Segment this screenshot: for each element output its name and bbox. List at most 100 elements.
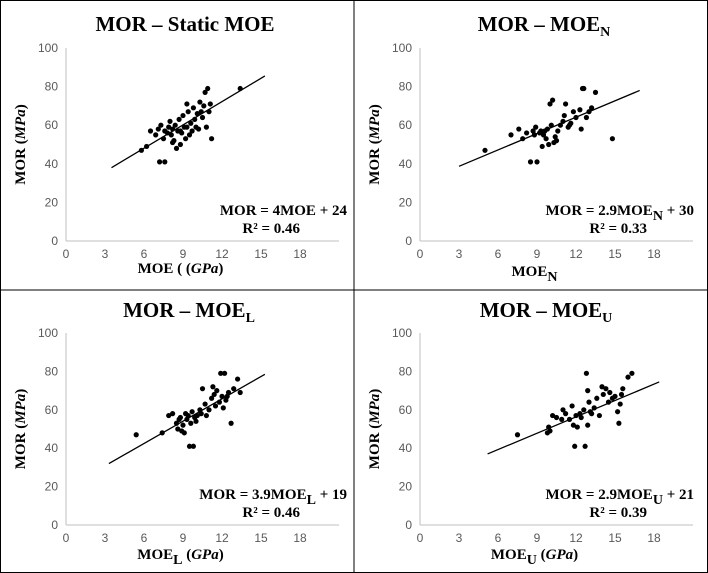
x-axis-label: MOEN xyxy=(512,264,558,285)
data-point xyxy=(198,411,204,417)
data-point xyxy=(183,136,189,142)
data-point xyxy=(189,128,195,134)
data-point xyxy=(228,420,234,426)
data-point xyxy=(170,126,176,132)
data-point xyxy=(190,443,196,449)
data-point xyxy=(578,414,584,421)
data-point xyxy=(573,412,579,419)
data-point xyxy=(203,124,209,130)
y-axis-label: MOR (MPa) xyxy=(367,389,383,469)
equation-subscript: L xyxy=(307,493,316,508)
x-tick-label: 12 xyxy=(215,247,229,261)
data-point xyxy=(538,128,544,134)
x-axis-label-paren: ( xyxy=(537,547,546,563)
y-axis-label-text: MOR ( xyxy=(367,424,383,469)
x-tick-label: 0 xyxy=(417,531,424,545)
data-point xyxy=(216,399,222,405)
data-point xyxy=(133,432,139,438)
data-point xyxy=(210,384,216,390)
data-point xyxy=(231,386,237,392)
data-point xyxy=(596,412,603,419)
x-tick-label: 12 xyxy=(569,531,583,545)
data-point xyxy=(193,418,199,424)
data-point xyxy=(173,420,180,426)
data-point xyxy=(177,128,183,134)
x-tick-label: 3 xyxy=(102,531,109,545)
equation-intercept: + 24 xyxy=(316,203,348,219)
data-point xyxy=(599,384,605,390)
chart-title-text: MOR – MOE xyxy=(123,298,245,322)
data-point xyxy=(482,147,488,153)
y-axis-label-end: ) xyxy=(367,389,383,394)
regression-equation: MOR = 3.9MOEL + 19 xyxy=(199,487,347,508)
data-point xyxy=(508,132,514,138)
data-point xyxy=(209,395,215,401)
x-axis-label-unit: GPa xyxy=(191,547,219,563)
data-point xyxy=(561,112,567,119)
x-tick-label: 0 xyxy=(63,247,70,261)
data-point xyxy=(581,85,587,92)
data-point xyxy=(539,143,545,150)
chart-panel-1: MOR – Static MOE 0 20 40 60 80 100 0 3 6 9 12 15 18 MO… xyxy=(13,12,347,277)
y-tick-label: 60 xyxy=(399,118,413,132)
data-point xyxy=(585,388,591,394)
data-point xyxy=(585,422,591,428)
data-point xyxy=(618,391,625,398)
data-point xyxy=(570,109,577,115)
data-point xyxy=(202,89,208,95)
data-point xyxy=(583,114,590,121)
data-point xyxy=(589,105,595,111)
y-tick-label: 0 xyxy=(51,518,58,532)
data-point xyxy=(548,122,554,128)
y-tick-label: 40 xyxy=(45,157,59,171)
y-axis-label-unit: MPa xyxy=(367,109,383,141)
chart-title: MOR – MOEU xyxy=(480,298,613,326)
data-point xyxy=(184,416,190,422)
x-axis-label-text: MOE ( xyxy=(138,261,183,277)
y-tick-label: 100 xyxy=(392,326,412,340)
data-point xyxy=(202,401,208,407)
regression-equation: MOR = 2.9MOEU + 21 xyxy=(546,487,694,508)
data-point xyxy=(534,159,540,165)
chart-title-subscript: U xyxy=(602,311,612,326)
data-point xyxy=(524,130,530,136)
data-point xyxy=(577,107,583,113)
data-point xyxy=(166,124,172,130)
x-axis-label-unit: GPa xyxy=(191,261,219,277)
x-axis-label: MOE ( (GPa) xyxy=(138,261,224,277)
y-tick-label: 60 xyxy=(45,403,59,417)
y-tick-label: 100 xyxy=(38,41,58,55)
data-point xyxy=(612,393,618,399)
data-point xyxy=(211,391,217,398)
data-point xyxy=(560,118,566,124)
data-point xyxy=(237,389,243,396)
data-point xyxy=(625,374,631,380)
y-axis-label-text: MOR ( xyxy=(367,139,383,184)
data-point xyxy=(138,147,144,153)
data-point xyxy=(543,136,549,142)
data-point xyxy=(194,111,200,117)
data-point xyxy=(600,391,606,398)
regression-equation: MOR = 4MOE + 24 xyxy=(220,203,348,219)
data-point xyxy=(520,136,526,142)
equation-subscript: N xyxy=(653,209,663,224)
data-point xyxy=(206,109,212,115)
data-point xyxy=(199,114,206,121)
data-point xyxy=(194,412,200,419)
data-point xyxy=(164,130,170,136)
data-point xyxy=(587,409,593,415)
y-tick-label: 20 xyxy=(45,195,59,209)
data-point xyxy=(566,416,573,422)
chart-title-text: MOR – Static MOE xyxy=(95,12,274,36)
data-point xyxy=(569,403,575,409)
x-axis-label-paren: ( xyxy=(182,547,191,563)
chart-title-subscript: L xyxy=(246,311,255,326)
data-point xyxy=(184,124,190,130)
data-point xyxy=(620,386,626,392)
data-point xyxy=(198,109,204,115)
data-point xyxy=(570,422,577,428)
data-point xyxy=(586,109,592,115)
equation-intercept: + 19 xyxy=(316,487,347,503)
x-tick-label: 9 xyxy=(180,247,187,261)
